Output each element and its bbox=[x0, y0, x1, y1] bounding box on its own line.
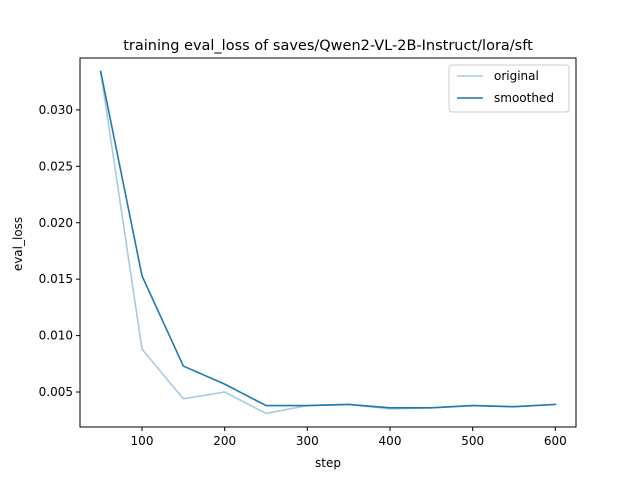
legend: original smoothed bbox=[448, 64, 570, 113]
x-tick-label: 600 bbox=[544, 434, 567, 448]
x-tick-label: 200 bbox=[213, 434, 236, 448]
legend-label-original: original bbox=[494, 69, 539, 83]
legend-label-smoothed: smoothed bbox=[494, 91, 554, 105]
series-line-smoothed bbox=[99, 70, 557, 409]
x-axis-label: step bbox=[315, 456, 341, 470]
y-axis-label: eval_loss bbox=[11, 217, 25, 271]
y-axis: 0.005 0.010 0.015 0.020 0.025 0.030 bbox=[39, 103, 80, 399]
x-tick-label: 300 bbox=[296, 434, 319, 448]
x-tick-label: 500 bbox=[461, 434, 484, 448]
x-tick-label: 100 bbox=[131, 434, 154, 448]
x-tick-label: 400 bbox=[379, 434, 402, 448]
plot-area-frame bbox=[79, 57, 577, 428]
y-tick-label: 0.005 bbox=[39, 385, 73, 399]
series-layer bbox=[99, 70, 557, 415]
y-tick-label: 0.025 bbox=[39, 159, 73, 173]
y-tick-label: 0.020 bbox=[39, 216, 73, 230]
chart-title: training eval_loss of saves/Qwen2-VL-2B-… bbox=[123, 38, 533, 54]
y-tick-label: 0.010 bbox=[39, 329, 73, 343]
y-tick-label: 0.015 bbox=[39, 272, 73, 286]
x-axis: 100 200 300 400 500 600 bbox=[131, 427, 567, 448]
y-tick-label: 0.030 bbox=[39, 103, 73, 117]
series-line-original bbox=[99, 70, 557, 415]
